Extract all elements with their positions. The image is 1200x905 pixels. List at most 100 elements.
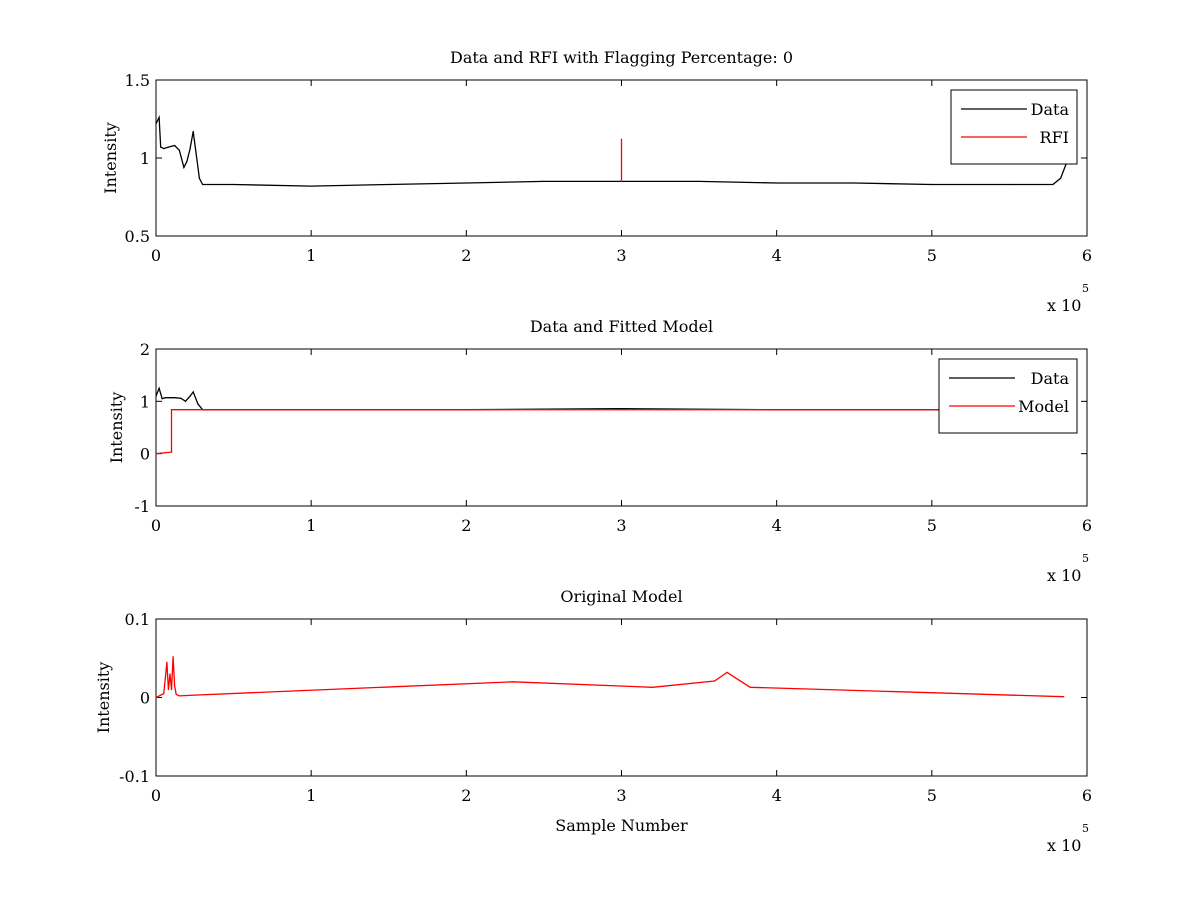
y-tick-label: 1 [140,392,150,411]
y-tick-label: -1 [134,497,150,516]
data-point [164,397,166,399]
x-tick-label: 4 [772,246,782,265]
data-point [465,182,467,184]
y-tick-label: -0.1 [119,767,150,786]
x-tick-label: 2 [461,786,471,805]
data-point [726,671,728,673]
x-tick-label: 2 [461,246,471,265]
x-axis-label: Sample Number [555,816,688,835]
y-tick-label: 2 [140,340,150,359]
y-tick-label: 0.5 [125,227,150,246]
x-tick-label: 6 [1082,246,1092,265]
plot-area [155,348,1088,507]
data-point [183,166,185,168]
legend-label-rfi: RFI [1040,128,1069,147]
data-point [651,686,654,688]
data-point [195,154,197,156]
data-point [167,146,170,148]
legend: Data RFI [950,89,1078,165]
x-tick-label: 3 [616,516,626,535]
data-point [166,661,168,663]
x-multiplier-exponent: 5 [1082,282,1089,295]
series-line-data [156,114,1070,187]
data-point [620,180,623,182]
y-tick-label: 0 [140,689,150,708]
data-point [169,673,171,675]
data-point [170,409,173,411]
legend: Data Model [938,358,1078,434]
data-point [198,177,201,179]
x-tick-label: 5 [927,516,937,535]
data-point [167,689,170,691]
data-point [170,689,173,691]
y-tick-label: 1 [140,149,150,168]
x-tick-label: 4 [772,516,782,535]
x-tick-label: 0 [151,246,161,265]
data-point [163,692,165,695]
data-point [178,695,180,697]
data-point [714,680,716,682]
data-point [1063,696,1065,698]
x-multiplier-exponent: 5 [1082,552,1089,565]
x-tick-label: 5 [927,246,937,265]
legend-box [950,89,1078,165]
series-line-model [156,409,1064,455]
x-multiplier-label: x 10 [1047,836,1081,855]
data-point [160,146,162,148]
y-axis-label: Intensity [101,122,120,194]
x-multiplier-label: x 10 [1047,296,1081,315]
x-tick-label: 1 [306,516,316,535]
y-tick-label: 0 [140,445,150,464]
x-tick-label: 3 [616,786,626,805]
data-point [698,180,700,182]
data-point [749,686,751,688]
y-tick-label: 0.1 [125,610,150,629]
data-point [186,160,188,162]
data-point [178,149,180,151]
x-multiplier-label: x 10 [1047,566,1081,585]
data-point [172,656,174,658]
data-point [512,681,514,683]
data-point [543,180,545,182]
y-tick-label: 1.5 [125,71,150,90]
x-tick-label: 1 [306,786,316,805]
data-point [155,123,157,125]
data-point [189,395,191,397]
x-tick-label: 2 [461,516,471,535]
data-point [232,183,235,186]
data-point [201,183,204,186]
data-point [161,398,163,400]
data-point [184,400,187,402]
data-point [1052,183,1054,186]
data-point [163,148,165,150]
data-point [189,148,191,150]
data-point [931,183,933,186]
data-point [155,453,157,455]
chart-title: Data and Fitted Model [530,317,713,336]
data-point [388,183,390,186]
data-point [158,116,160,119]
data-point [620,138,623,140]
data-point [192,391,194,393]
plot-area [155,618,1088,777]
y-axis-label: Intensity [107,392,126,464]
data-point [174,685,176,687]
x-multiplier-exponent: 5 [1082,822,1089,835]
data-point [620,408,623,410]
y-axis-label: Intensity [94,662,113,734]
data-point [180,397,182,399]
data-point [310,185,312,187]
legend-label-data: Data [1031,369,1070,388]
legend-label-data: Data [1031,100,1070,119]
data-point [194,694,196,696]
chart-title: Data and RFI with Flagging Percentage: 0 [450,48,793,67]
x-tick-label: 6 [1082,516,1092,535]
data-point [175,693,177,695]
x-tick-label: 3 [616,246,626,265]
chart-title: Original Model [560,587,682,606]
